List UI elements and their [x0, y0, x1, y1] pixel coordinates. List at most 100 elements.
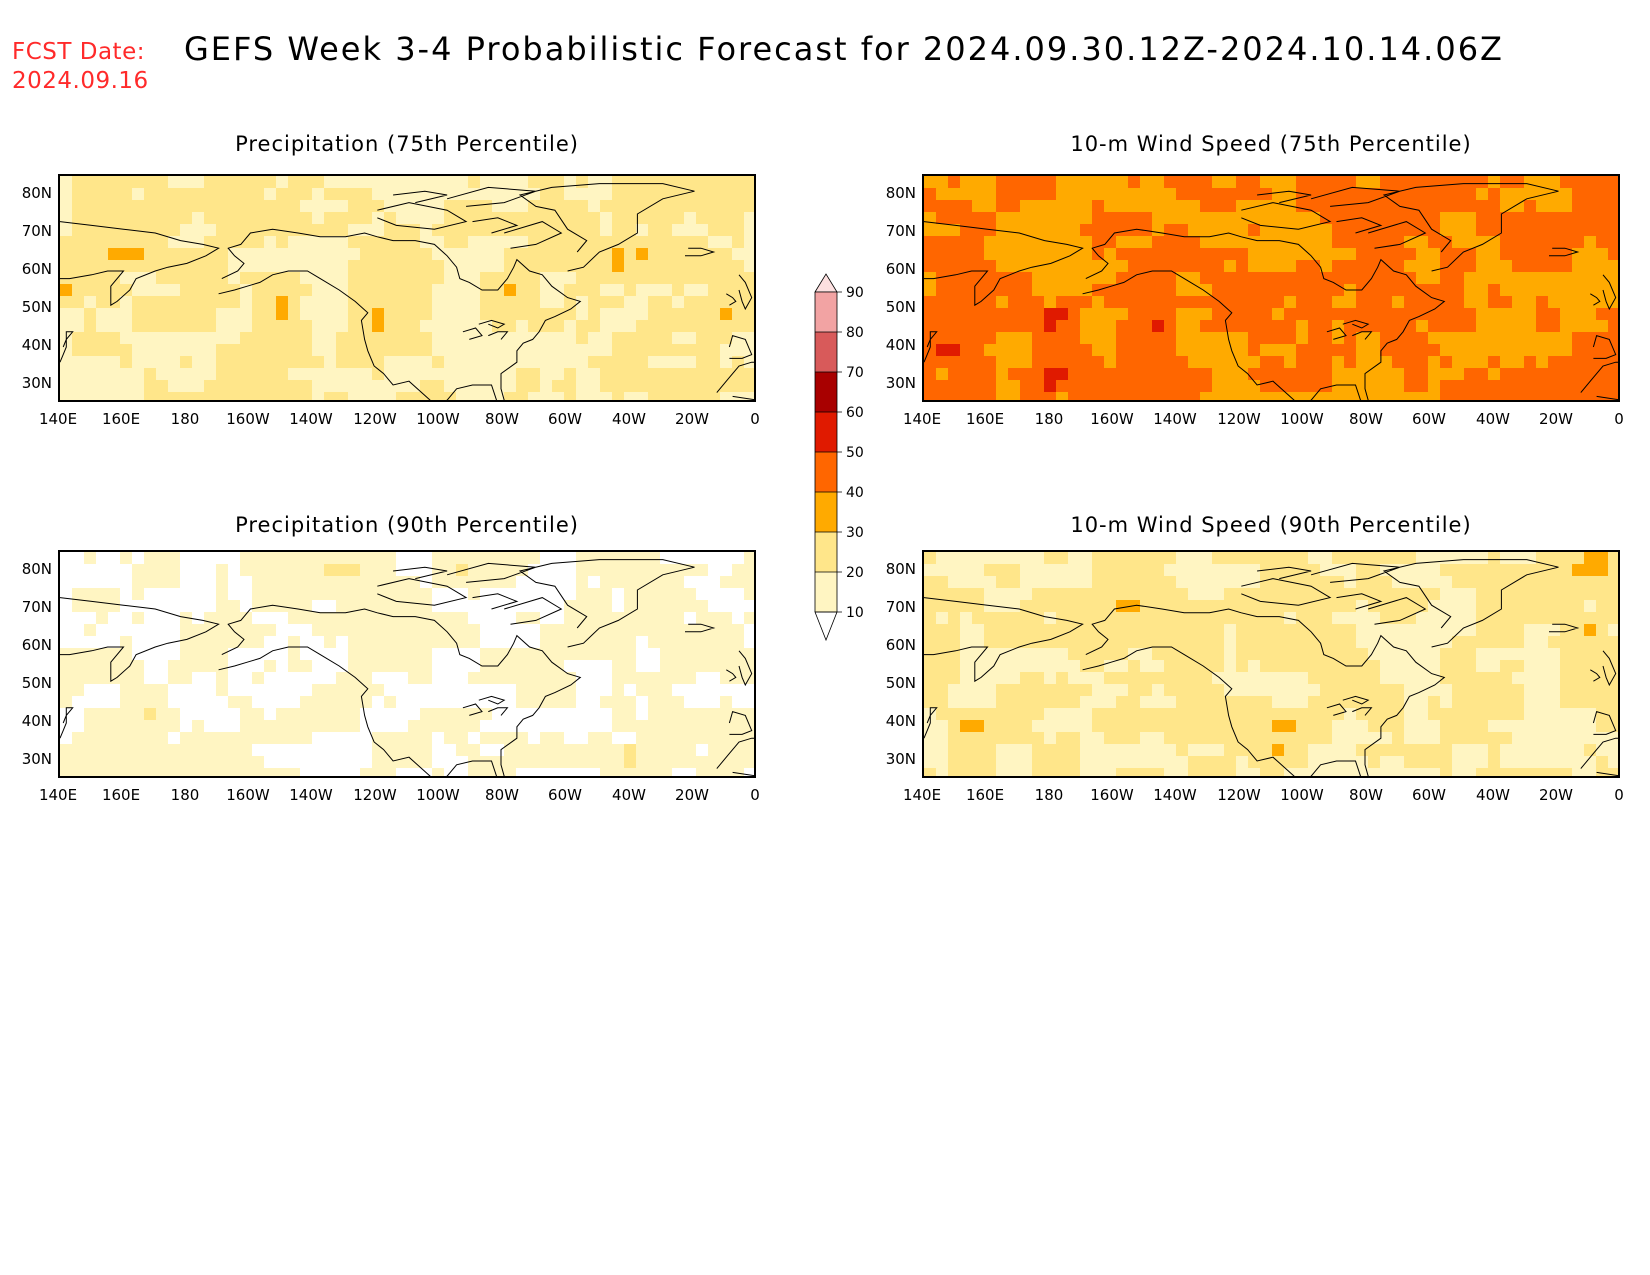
colorbar-tick-label: 60 [846, 405, 864, 421]
coastline [924, 559, 1618, 776]
lat-tick: 50N [21, 674, 52, 692]
lon-tick: 40W [612, 786, 646, 804]
map-precip90-svg [60, 552, 754, 776]
field-layer [924, 552, 1618, 776]
lat-tick: 80N [885, 560, 916, 578]
lon-tick: 160E [101, 410, 141, 428]
panel-title-wind75: 10-m Wind Speed (75th Percentile) [1070, 132, 1472, 156]
lat-tick: 70N [885, 598, 916, 616]
lat-tick: 80N [21, 184, 52, 202]
fcst-date-value: 2024.09.16 [12, 68, 149, 94]
colorbar-tick-label: 70 [846, 365, 864, 381]
lon-tick: 140E [902, 410, 942, 428]
lat-tick: 60N [21, 260, 52, 278]
lat-tick: 30N [885, 750, 916, 768]
field-layer [924, 176, 1618, 400]
colorbar-segment [815, 292, 837, 332]
colorbar-tick-label: 20 [846, 565, 864, 581]
fcst-date-block: FCST Date: 2024.09.16 [12, 38, 149, 96]
page-title: GEFS Week 3-4 Probabilistic Forecast for… [184, 30, 1504, 68]
colorbar-tick-label: 40 [846, 485, 864, 501]
lat-tick: 60N [885, 260, 916, 278]
lon-tick: 80W [1349, 410, 1383, 428]
lon-tick: 120W [353, 786, 397, 804]
map-wind90-svg [924, 552, 1618, 776]
lat-tick: 50N [885, 298, 916, 316]
lon-tick: 160W [1090, 410, 1134, 428]
lon-tick: 140W [1153, 786, 1197, 804]
lat-tick: 50N [885, 674, 916, 692]
lon-tick: 160E [101, 786, 141, 804]
lon-tick: 0 [1614, 786, 1624, 804]
lon-tick: 20W [1539, 786, 1573, 804]
lon-tick: 140W [1153, 410, 1197, 428]
lon-tick: 40W [1476, 410, 1510, 428]
lat-tick: 40N [885, 336, 916, 354]
lon-tick: 60W [548, 410, 582, 428]
map-wind75-svg [924, 176, 1618, 400]
lon-tick: 80W [1349, 786, 1383, 804]
lon-axis-precip90: 140E 160E 180 160W 140W 120W 100W 80W 60… [39, 786, 778, 806]
colorbar-segment [815, 452, 837, 492]
lon-tick: 140E [38, 786, 78, 804]
map-precip75 [58, 174, 756, 402]
lon-tick: 140W [289, 410, 333, 428]
lon-tick: 20W [675, 410, 709, 428]
lon-tick: 180 [1034, 410, 1064, 428]
lon-tick: 60W [548, 786, 582, 804]
lon-tick: 100W [1280, 410, 1324, 428]
lon-tick: 120W [353, 410, 397, 428]
colorbar-segment [815, 532, 837, 572]
colorbar-bottom-arrow [814, 611, 838, 642]
lon-tick: 160W [226, 410, 270, 428]
colorbar-segment [815, 492, 837, 532]
fcst-date-label: FCST Date: [12, 39, 145, 65]
colorbar-tick-label: 10 [846, 605, 864, 621]
lat-tick: 70N [21, 598, 52, 616]
lon-tick: 60W [1412, 410, 1446, 428]
lon-tick: 40W [1476, 786, 1510, 804]
coastline [60, 559, 754, 776]
colorbar-segment [815, 372, 837, 412]
lon-tick: 120W [1217, 786, 1261, 804]
colorbar-tick-label: 90 [846, 285, 864, 301]
map-wind75 [922, 174, 1620, 402]
lat-tick: 50N [21, 298, 52, 316]
lon-tick: 160W [1090, 786, 1134, 804]
lon-tick: 160W [226, 786, 270, 804]
lon-tick: 0 [750, 410, 760, 428]
colorbar-segment [815, 572, 837, 612]
lon-axis-precip75: 140E 160E 180 160W 140W 120W 100W 80W 60… [39, 410, 778, 430]
lat-tick: 40N [21, 712, 52, 730]
coastline [924, 183, 1618, 400]
lon-tick: 0 [750, 786, 760, 804]
lat-tick: 60N [885, 636, 916, 654]
lon-tick: 120W [1217, 410, 1261, 428]
lon-tick: 100W [1280, 786, 1324, 804]
field-layer [60, 552, 754, 776]
lon-tick: 180 [1034, 786, 1064, 804]
map-precip90 [58, 550, 756, 778]
lon-axis-wind75: 140E 160E 180 160W 140W 120W 100W 80W 60… [903, 410, 1642, 430]
lat-tick: 30N [21, 374, 52, 392]
colorbar-segment [815, 332, 837, 372]
field-layer [60, 176, 754, 400]
lon-tick: 180 [170, 786, 200, 804]
map-wind90 [922, 550, 1620, 778]
lon-tick: 20W [1539, 410, 1573, 428]
lat-tick: 30N [885, 374, 916, 392]
colorbar-tick-label: 50 [846, 445, 864, 461]
panel-title-precip75: Precipitation (75th Percentile) [235, 132, 579, 156]
lat-tick: 30N [21, 750, 52, 768]
lon-tick: 40W [612, 410, 646, 428]
lon-tick: 80W [485, 410, 519, 428]
lat-tick: 80N [885, 184, 916, 202]
lat-tick: 60N [21, 636, 52, 654]
coastline [60, 183, 754, 400]
colorbar: 10 20 30 40 50 60 70 80 90 [814, 273, 864, 642]
lon-tick: 140W [289, 786, 333, 804]
lat-tick: 40N [885, 712, 916, 730]
lon-tick: 60W [1412, 786, 1446, 804]
lon-tick: 20W [675, 786, 709, 804]
colorbar-segment [815, 412, 837, 452]
